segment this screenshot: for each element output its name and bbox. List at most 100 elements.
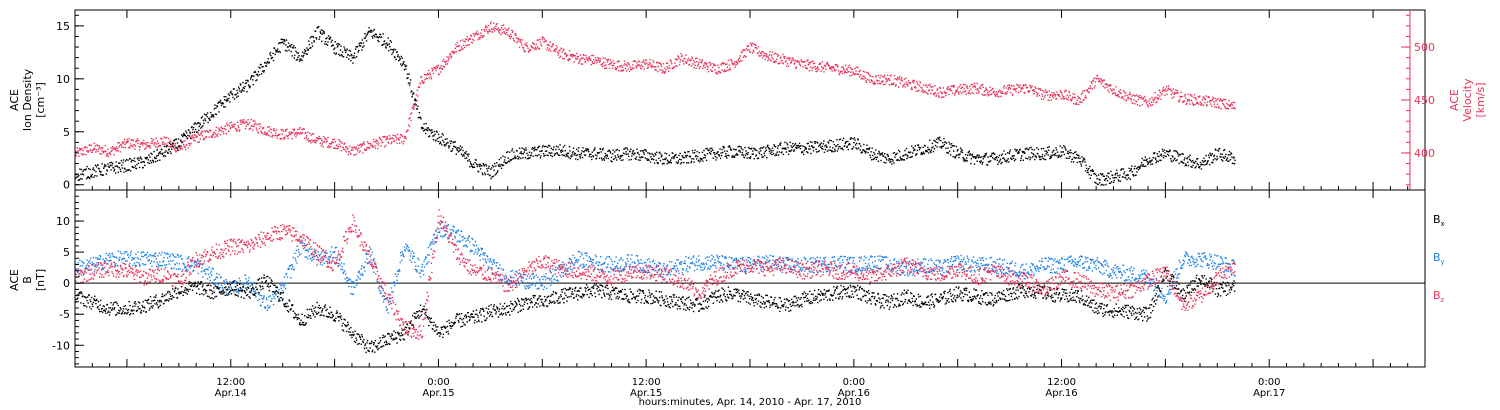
data-point	[77, 262, 79, 264]
data-point	[183, 262, 185, 264]
data-point	[508, 161, 510, 163]
data-point	[628, 64, 630, 66]
data-point	[1184, 157, 1186, 159]
data-point	[118, 259, 120, 262]
data-point	[919, 146, 922, 149]
data-point	[155, 258, 157, 260]
data-point	[818, 63, 820, 66]
data-point	[400, 63, 402, 65]
data-point	[899, 82, 901, 84]
data-point	[413, 92, 415, 94]
data-point	[690, 162, 692, 164]
data-point	[463, 152, 466, 154]
data-point	[320, 145, 322, 147]
data-point	[980, 87, 982, 90]
data-point	[961, 149, 963, 152]
data-point	[1130, 168, 1132, 170]
data-point	[1033, 154, 1035, 156]
data-point	[240, 123, 242, 126]
data-point	[283, 138, 286, 140]
data-point	[722, 63, 724, 65]
data-point	[1173, 96, 1175, 98]
data-point	[792, 143, 794, 145]
data-point	[1148, 157, 1151, 159]
data-point	[628, 155, 630, 158]
data-point	[1119, 174, 1121, 176]
data-point	[180, 134, 183, 136]
data-point	[222, 103, 224, 105]
data-point	[241, 90, 243, 92]
data-point	[255, 296, 257, 298]
data-point	[309, 37, 312, 39]
data-point	[1145, 102, 1148, 104]
data-point	[831, 150, 833, 152]
data-point	[1101, 81, 1103, 83]
data-point	[1152, 101, 1155, 103]
data-point	[918, 148, 921, 151]
data-point	[802, 66, 804, 68]
data-point	[462, 149, 464, 152]
data-point	[177, 268, 180, 270]
data-point	[879, 83, 882, 85]
data-point	[749, 157, 751, 160]
data-point	[1016, 149, 1018, 151]
data-point	[1181, 95, 1183, 98]
data-point	[90, 144, 92, 147]
data-point	[794, 60, 797, 62]
data-point	[211, 136, 213, 139]
data-point	[1088, 173, 1090, 176]
data-point	[1095, 182, 1097, 184]
data-point	[804, 60, 806, 63]
data-point	[564, 53, 566, 55]
data-point	[227, 294, 229, 296]
data-point	[670, 159, 672, 161]
data-point	[526, 42, 528, 44]
data-point	[126, 260, 128, 262]
data-point	[212, 114, 214, 116]
data-point	[937, 92, 939, 94]
data-point	[84, 267, 87, 269]
data-point	[934, 92, 937, 94]
data-point	[145, 147, 147, 149]
data-point	[149, 145, 151, 147]
data-point	[589, 58, 591, 60]
data-point	[820, 63, 822, 65]
data-point	[371, 35, 373, 38]
data-point	[692, 158, 695, 160]
data-point	[892, 152, 895, 154]
data-point	[213, 116, 215, 118]
data-point	[651, 64, 653, 67]
data-point	[247, 279, 250, 282]
data-point	[81, 178, 83, 180]
data-point	[1097, 174, 1100, 176]
data-point	[1070, 99, 1072, 101]
data-point	[243, 119, 245, 121]
data-point	[371, 144, 373, 147]
data-point	[670, 59, 672, 61]
data-point	[113, 148, 116, 150]
data-point	[96, 175, 98, 177]
data-point	[130, 143, 132, 145]
data-point	[211, 274, 213, 276]
data-point	[152, 139, 155, 141]
data-point	[136, 138, 139, 140]
data-point	[895, 159, 898, 161]
data-point	[83, 147, 86, 149]
data-point	[966, 85, 968, 87]
data-point	[549, 48, 551, 50]
data-point	[1041, 93, 1043, 95]
data-point	[781, 59, 783, 62]
data-point	[257, 71, 260, 73]
data-point	[814, 65, 816, 68]
data-point	[1188, 156, 1190, 158]
data-point	[260, 294, 263, 297]
data-point	[335, 53, 337, 55]
data-point	[287, 137, 289, 140]
data-point	[139, 265, 141, 267]
data-point	[1183, 159, 1185, 161]
data-point	[1166, 93, 1168, 95]
data-point	[623, 64, 625, 66]
data-point	[1141, 162, 1143, 164]
data-point	[262, 298, 264, 300]
data-point	[413, 106, 415, 108]
